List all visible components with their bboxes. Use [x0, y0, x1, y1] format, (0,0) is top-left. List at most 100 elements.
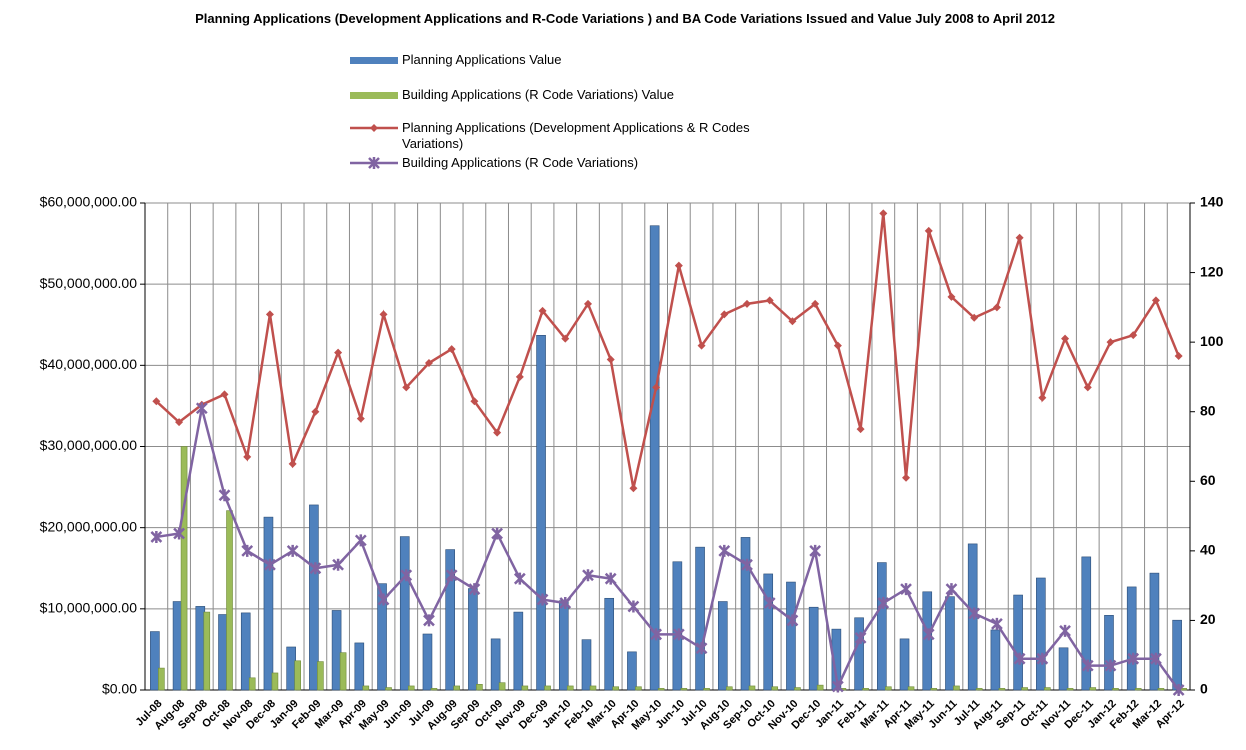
line-marker — [877, 597, 890, 610]
bar — [717, 601, 728, 691]
line-marker — [629, 484, 638, 493]
line-marker — [945, 583, 958, 596]
y2-tick-label: 20 — [1200, 611, 1216, 627]
y2-tick-label: 60 — [1200, 472, 1216, 488]
bar — [740, 537, 751, 691]
legend-label: Planning Applications (Development Appli… — [402, 120, 750, 151]
line-marker — [445, 569, 458, 582]
line-marker — [220, 390, 229, 399]
line — [155, 213, 1180, 489]
line-marker — [561, 334, 570, 343]
bar — [544, 685, 551, 691]
bar — [445, 549, 455, 691]
bar — [612, 686, 620, 691]
legend-item: Planning Applications Value — [348, 52, 802, 68]
bar — [180, 446, 188, 691]
line-marker — [536, 593, 549, 606]
line-marker — [718, 544, 731, 557]
line-marker — [309, 562, 322, 575]
line-marker — [377, 593, 390, 606]
line-marker — [1036, 652, 1049, 665]
bar — [975, 688, 983, 691]
line-marker — [879, 209, 888, 218]
bar — [158, 667, 165, 691]
bar — [468, 588, 478, 691]
line-marker — [356, 414, 365, 423]
bar — [399, 536, 410, 691]
bar — [854, 617, 864, 691]
line-marker — [195, 402, 208, 415]
line-marker — [1083, 383, 1092, 392]
line-marker — [947, 292, 956, 301]
bar — [990, 629, 1001, 691]
y2-tick-label: 0 — [1200, 681, 1208, 697]
bar — [907, 686, 915, 691]
line-marker — [1038, 393, 1047, 402]
bar — [1112, 688, 1119, 691]
bar — [1172, 619, 1182, 691]
legend-swatch — [350, 57, 398, 64]
bar — [885, 686, 892, 691]
bar — [998, 688, 1006, 691]
line-marker — [400, 569, 413, 582]
y-tick-label: $10,000,000.00 — [40, 600, 138, 616]
bar — [430, 688, 438, 691]
bar — [1036, 577, 1046, 691]
bar — [566, 685, 574, 691]
bar — [422, 633, 433, 691]
bar — [1044, 687, 1051, 691]
bar — [317, 661, 324, 691]
y-tick-label: $0.00 — [102, 681, 137, 697]
bar — [1134, 688, 1142, 691]
bar — [657, 688, 665, 691]
line-marker — [332, 558, 344, 571]
bar — [808, 606, 819, 691]
y-tick-label: $20,000,000.00 — [40, 518, 138, 534]
line-marker — [173, 527, 185, 540]
bar — [271, 672, 279, 691]
y2-tick-label: 80 — [1200, 402, 1216, 418]
legend-marker — [368, 157, 380, 169]
bar — [195, 606, 206, 691]
bar — [339, 652, 347, 691]
line-marker — [493, 428, 502, 437]
line-marker — [1172, 684, 1185, 696]
line-marker — [924, 226, 933, 235]
bar — [407, 685, 415, 691]
bar — [1081, 556, 1092, 691]
bar — [150, 631, 160, 691]
bar — [695, 546, 705, 691]
line-marker — [241, 544, 254, 557]
legend-item: Building Applications (R Code Variations… — [348, 155, 802, 171]
line-marker — [311, 407, 320, 416]
line-marker — [811, 299, 820, 308]
line-marker — [765, 296, 774, 305]
line-marker — [763, 597, 776, 610]
bar — [581, 639, 592, 691]
y2-tick-label: 100 — [1200, 333, 1224, 349]
line-marker — [1081, 659, 1094, 672]
line-marker — [513, 572, 526, 585]
bar — [294, 660, 301, 691]
bar — [354, 642, 365, 691]
bar — [1157, 688, 1165, 691]
bar — [263, 516, 274, 691]
legend-swatch — [350, 57, 398, 64]
bar — [1104, 615, 1114, 691]
bar — [453, 685, 460, 691]
bar — [309, 504, 319, 691]
bar — [377, 583, 387, 691]
line-marker — [695, 642, 708, 655]
line-marker — [264, 558, 276, 571]
bar — [203, 611, 211, 691]
line-marker — [402, 383, 411, 392]
line-marker — [902, 473, 911, 482]
legend-swatch — [350, 157, 398, 169]
line-marker — [900, 583, 912, 596]
bar — [226, 510, 233, 691]
legend-label: Building Applications (R Code Variations… — [402, 87, 674, 102]
line-marker — [286, 544, 299, 557]
line-marker — [1059, 624, 1071, 637]
line-marker — [515, 372, 524, 381]
